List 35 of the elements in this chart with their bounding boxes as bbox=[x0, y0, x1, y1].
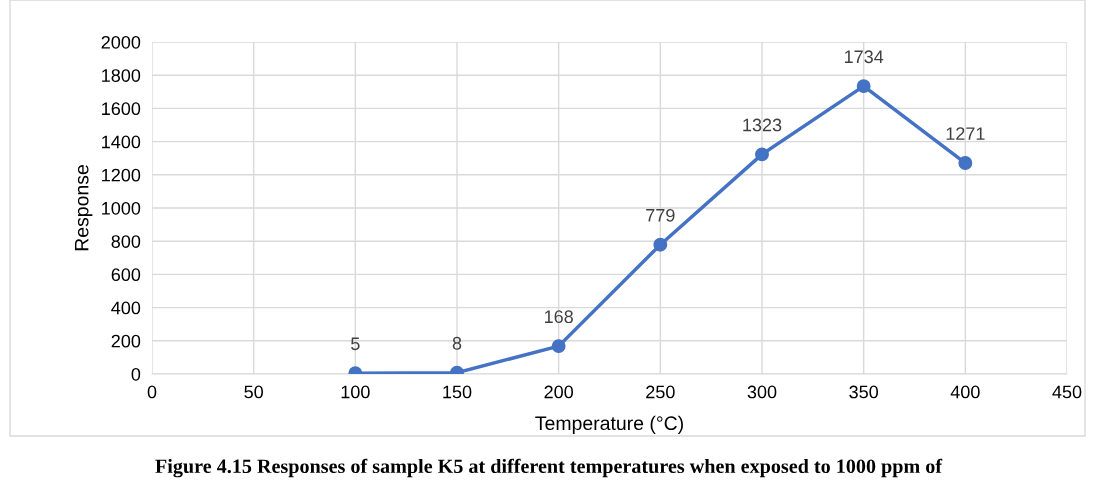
y-tick-label: 1200 bbox=[102, 168, 141, 182]
data-label: 5 bbox=[351, 337, 360, 351]
y-tick-label: 600 bbox=[111, 268, 141, 282]
x-axis-title: Temperature (°C) bbox=[535, 415, 683, 434]
y-tick-label: 1600 bbox=[102, 102, 141, 116]
data-label: 1734 bbox=[844, 50, 884, 64]
x-tick-label: 150 bbox=[443, 385, 472, 399]
y-tick-label: 1400 bbox=[102, 135, 141, 149]
y-tick-label: 200 bbox=[111, 334, 141, 348]
y-tick-label: 800 bbox=[111, 235, 141, 248]
x-tick-label: 50 bbox=[244, 385, 263, 399]
data-label: 8 bbox=[452, 336, 462, 350]
data-label: 168 bbox=[544, 310, 573, 324]
y-tick-label: 2000 bbox=[101, 35, 141, 49]
x-tick-label: 100 bbox=[341, 385, 370, 399]
x-tick-label: 200 bbox=[544, 385, 574, 399]
x-tick-label: 450 bbox=[1052, 385, 1082, 399]
x-tick-label: 350 bbox=[849, 385, 879, 399]
x-tick-label: 300 bbox=[747, 385, 777, 399]
y-axis-title: Response bbox=[74, 165, 93, 251]
y-tick-label: 1800 bbox=[102, 69, 141, 82]
point bbox=[856, 79, 871, 94]
point bbox=[653, 237, 668, 252]
y-tick-label: 400 bbox=[111, 301, 141, 315]
x-tick-label: 250 bbox=[646, 385, 675, 399]
y-tick-label: 1000 bbox=[102, 201, 141, 215]
y-tick-label: 0 bbox=[131, 367, 141, 381]
x-tick-label: 0 bbox=[147, 385, 157, 399]
caption: Figure 4.15 Responses of sample K5 at different temperatures when exposed to 1000 ppm of bbox=[155, 458, 943, 478]
data-label: 1323 bbox=[743, 118, 782, 132]
data-label: 1271 bbox=[946, 127, 985, 140]
point bbox=[755, 147, 769, 162]
x-tick-label: 400 bbox=[950, 385, 980, 399]
point bbox=[958, 156, 973, 170]
data-label: 779 bbox=[646, 208, 675, 222]
